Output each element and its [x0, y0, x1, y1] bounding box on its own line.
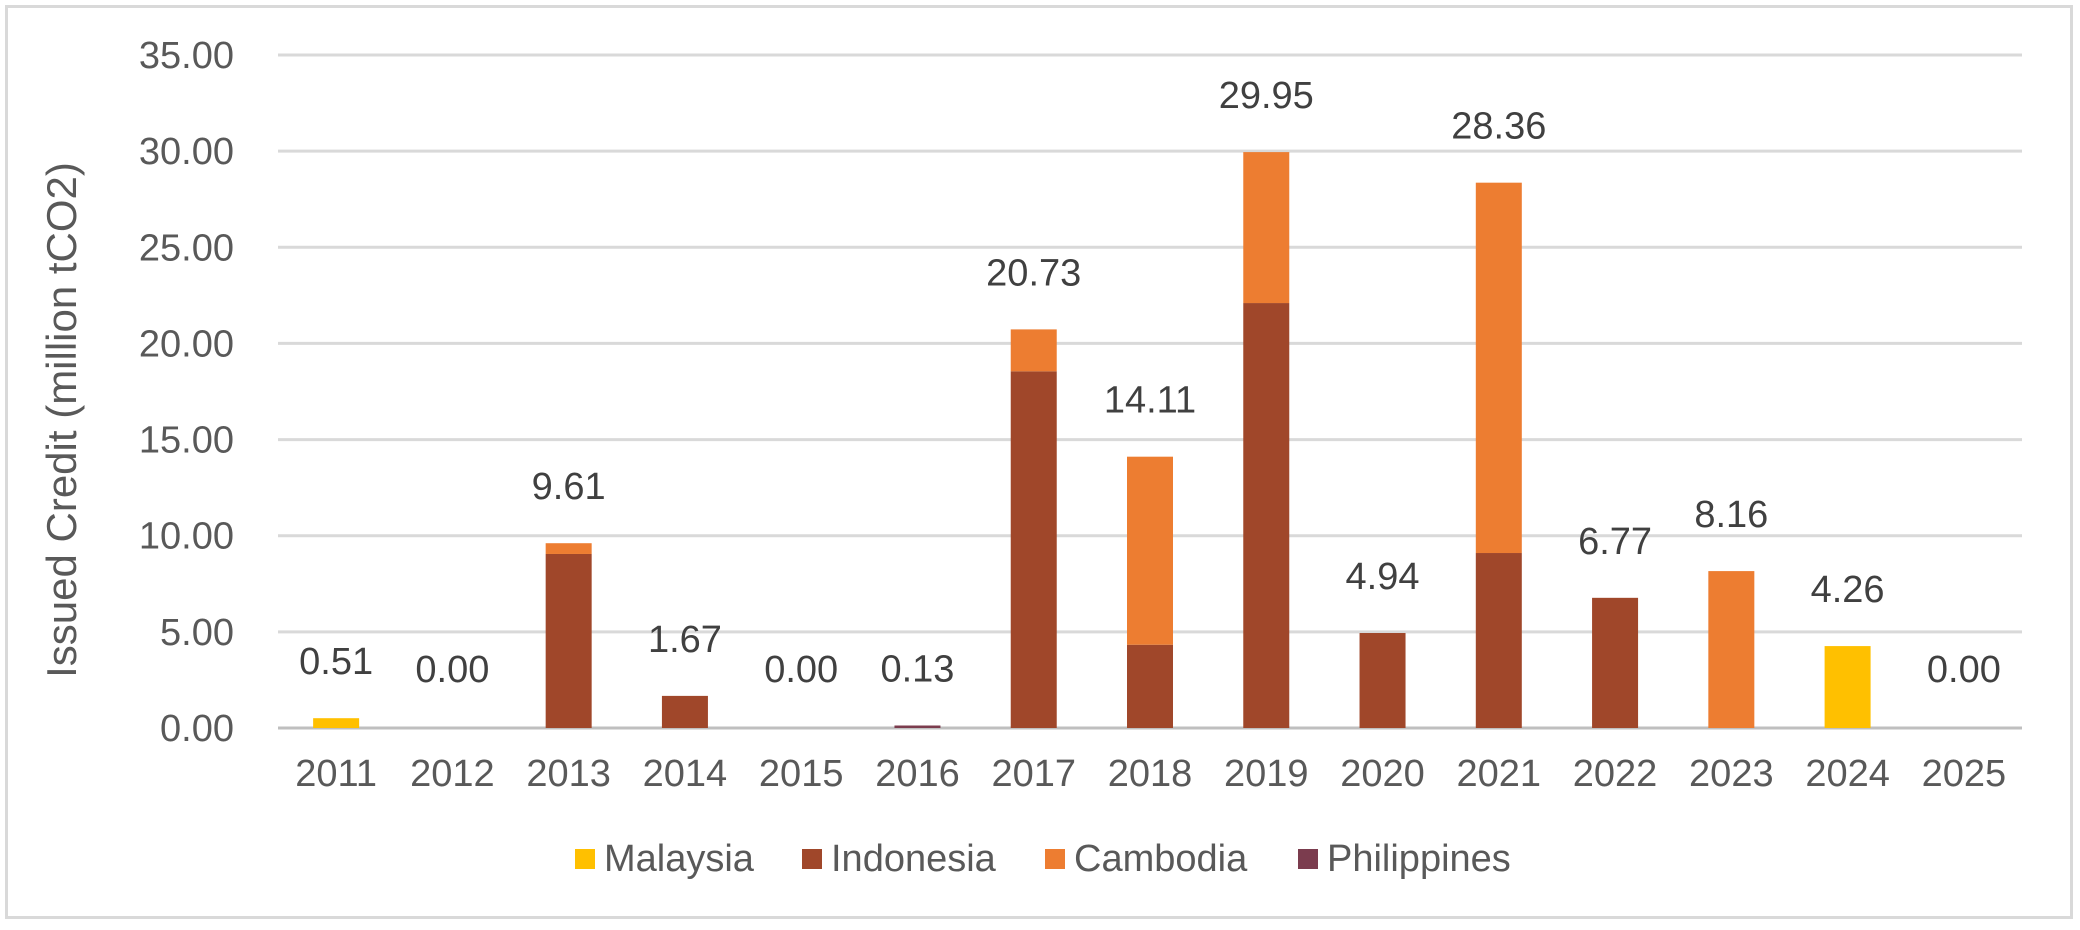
bar-malaysia-2011 — [313, 718, 360, 728]
bar-indonesia-2014 — [661, 695, 708, 728]
x-tick-label: 2025 — [1922, 753, 2007, 795]
x-tick-label: 2016 — [875, 753, 960, 795]
data-label-2022: 6.77 — [1578, 521, 1652, 563]
legend-label: Indonesia — [831, 838, 997, 880]
bar-philippines-2016 — [894, 725, 941, 728]
y-tick-label: 15.00 — [139, 420, 234, 462]
x-tick-label: 2014 — [643, 753, 728, 795]
bars — [313, 152, 1871, 728]
x-tick-label: 2013 — [526, 753, 611, 795]
x-tick-label: 2021 — [1457, 753, 1542, 795]
x-tick-label: 2023 — [1689, 753, 1774, 795]
bar-cambodia-2017 — [1010, 329, 1057, 372]
y-tick-label: 30.00 — [139, 131, 234, 173]
x-tick-label: 2020 — [1340, 753, 1425, 795]
bar-indonesia-2018 — [1127, 644, 1173, 728]
data-label-2011: 0.51 — [299, 641, 373, 683]
legend-label: Philippines — [1327, 838, 1511, 880]
legend-label: Cambodia — [1074, 838, 1248, 880]
data-label-2016: 0.13 — [880, 649, 954, 691]
bar-indonesia-2020 — [1359, 633, 1406, 728]
bar-indonesia-2019 — [1243, 303, 1290, 728]
bar-cambodia-2018 — [1127, 456, 1173, 645]
legend-label: Malaysia — [604, 838, 755, 880]
bar-cambodia-2021 — [1475, 182, 1522, 554]
bar-malaysia-2024 — [1824, 646, 1871, 728]
x-tick-labels: 2011 2012 2013 2014 2015 2016 2017 2018 2019 2020… — [295, 753, 2006, 795]
data-labels: 0.51 0.00 9.61 1.67 0.00 0.13 20.73 14.11 29.95 4… — [299, 75, 2001, 691]
y-tick-label: 35.00 — [139, 35, 234, 77]
bar-cambodia-2019 — [1243, 152, 1290, 304]
data-label-2024: 4.26 — [1811, 569, 1885, 611]
data-label-2017: 20.73 — [986, 252, 1081, 294]
bar-indonesia-2022 — [1592, 597, 1639, 728]
data-label-2020: 4.94 — [1346, 556, 1420, 598]
legend-swatch — [575, 849, 595, 869]
x-tick-label: 2012 — [410, 753, 495, 795]
x-tick-label: 2017 — [991, 753, 1076, 795]
x-tick-label: 2018 — [1108, 753, 1193, 795]
legend: Malaysia Indonesia Cambodia Philippines — [575, 838, 1511, 880]
data-label-2012: 0.00 — [415, 649, 489, 691]
data-label-2018: 14.11 — [1104, 380, 1196, 422]
legend-item-malaysia: Malaysia — [575, 838, 755, 880]
data-label-2021: 28.36 — [1451, 106, 1546, 148]
data-label-2015: 0.00 — [764, 649, 838, 691]
y-tick-label: 5.00 — [160, 612, 234, 654]
legend-swatch — [1045, 849, 1065, 869]
bar-cambodia-2013 — [545, 543, 592, 554]
data-label-2019: 29.95 — [1219, 75, 1314, 117]
x-tick-label: 2015 — [759, 753, 844, 795]
legend-swatch — [802, 849, 822, 869]
bar-indonesia-2021 — [1475, 553, 1522, 728]
legend-item-cambodia: Cambodia — [1045, 838, 1248, 880]
data-label-2013: 9.61 — [532, 466, 606, 508]
data-label-2014: 1.67 — [648, 619, 722, 661]
y-tick-label: 20.00 — [139, 323, 234, 365]
y-tick-labels: 0.00 5.00 10.00 15.00 20.00 25.00 30.00 35.00 — [139, 35, 234, 750]
x-tick-label: 2024 — [1805, 753, 1890, 795]
bar-indonesia-2017 — [1010, 371, 1057, 728]
y-axis-title: Issued Credit (million tCO2) — [38, 162, 85, 678]
y-tick-label: 0.00 — [160, 708, 234, 750]
bar-cambodia-2023 — [1708, 571, 1755, 728]
x-tick-label: 2022 — [1573, 753, 1658, 795]
data-label-2025: 0.00 — [1927, 649, 2001, 691]
x-tick-label: 2019 — [1224, 753, 1309, 795]
bar-indonesia-2013 — [545, 553, 592, 728]
y-tick-label: 10.00 — [139, 516, 234, 558]
x-tick-label: 2011 — [295, 753, 377, 795]
legend-item-indonesia: Indonesia — [802, 838, 997, 880]
legend-swatch — [1298, 849, 1318, 869]
data-label-2023: 8.16 — [1694, 494, 1768, 536]
y-tick-label: 25.00 — [139, 227, 234, 269]
legend-item-philippines: Philippines — [1298, 838, 1511, 880]
